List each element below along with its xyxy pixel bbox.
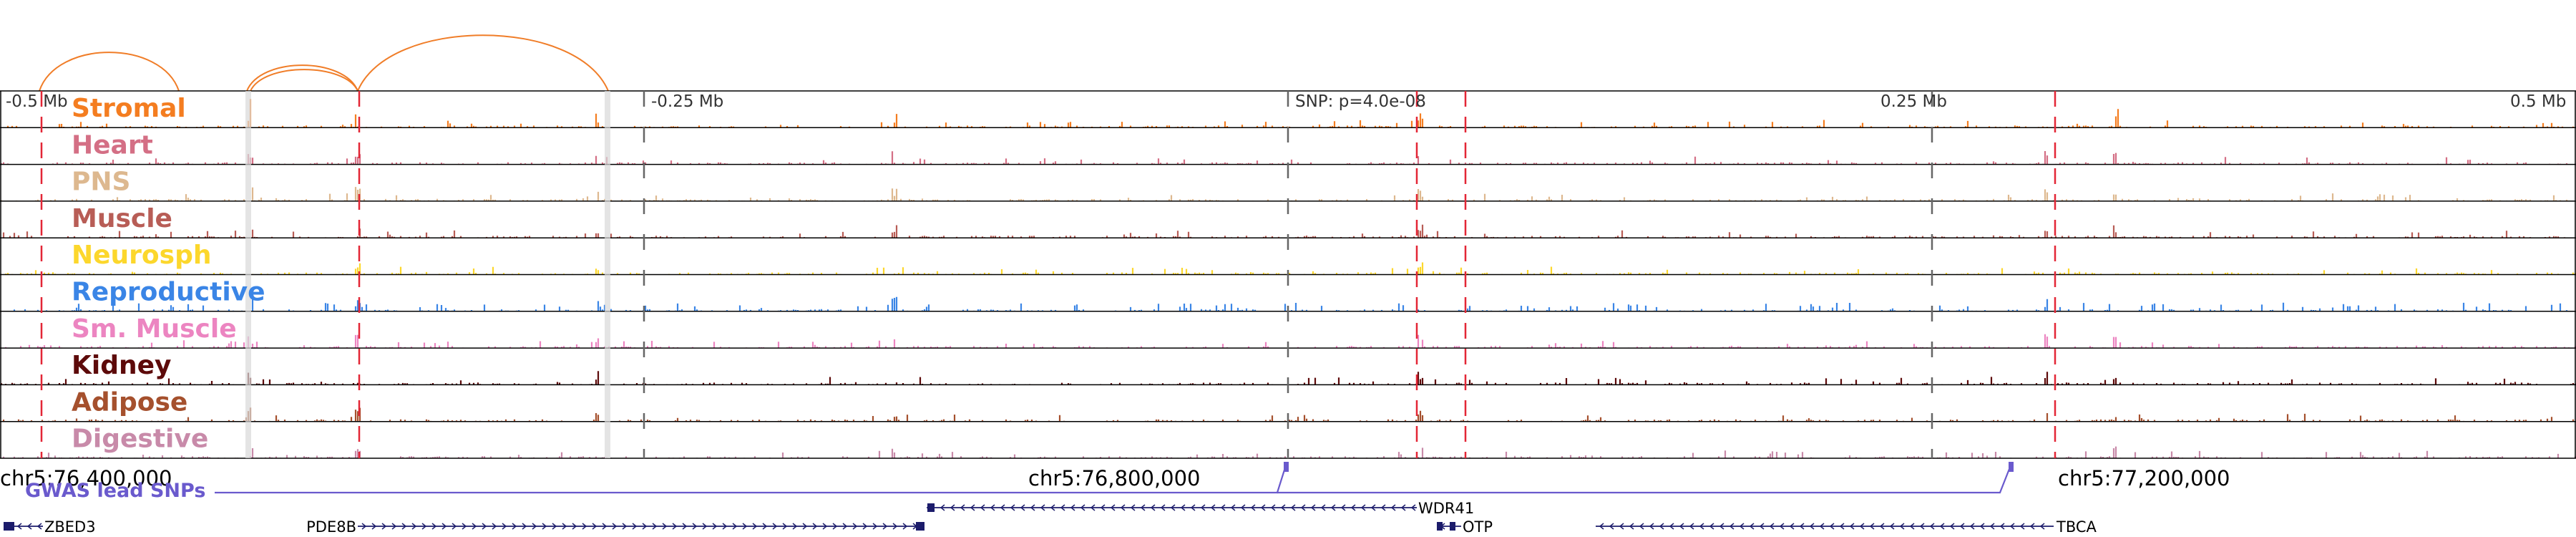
gene-exon <box>4 522 14 531</box>
gwas-snp-track: GWAS lead SNPs <box>25 462 2014 502</box>
track-label: Reproductive <box>72 278 265 307</box>
signal-bars <box>0 187 2568 201</box>
track-label: Adipose <box>72 387 187 417</box>
gene-label: ZBED3 <box>44 518 96 536</box>
scale-axis: -0.5 Mb -0.25 Mb SNP: p=4.0e-08 0.25 Mb 0.5 … <box>0 92 2566 490</box>
gene-tbca: TBCA <box>1596 518 2097 536</box>
track-label: Muscle <box>72 204 172 233</box>
gene-exon <box>1437 522 1443 531</box>
signal-bars <box>6 99 2575 128</box>
signal-bars <box>4 334 2576 349</box>
gene-label: WDR41 <box>1418 500 1474 517</box>
gene-wdr41: WDR41 <box>927 500 1474 517</box>
scale-label: SNP: p=4.0e-08 <box>1295 92 1426 111</box>
track-heart <box>0 151 2576 165</box>
loop-arc <box>39 52 180 92</box>
highlight-region <box>245 91 251 458</box>
snp-mark <box>1284 462 1289 472</box>
gene-exon <box>927 503 935 512</box>
coord-label: chr5:76,400,000 <box>0 466 172 490</box>
scale-label: 0.25 Mb <box>1880 92 1947 111</box>
strand-arrows <box>1599 523 2045 530</box>
gene-label: PDE8B <box>306 518 356 536</box>
coord-label: chr5:77,200,000 <box>2058 466 2230 490</box>
loop-arc <box>250 69 358 92</box>
track-label: Neurosph <box>72 241 212 270</box>
track-label: Digestive <box>72 425 208 454</box>
chromatin-loops <box>39 34 609 92</box>
snp-connector <box>1277 465 2012 494</box>
scale-label: -0.25 Mb <box>651 92 723 111</box>
track-digestive <box>0 446 2576 459</box>
track-label: Kidney <box>72 351 172 380</box>
snp-track-label: GWAS lead SNPs <box>25 480 205 502</box>
strand-arrows <box>361 523 918 530</box>
scale-label: 0.5 Mb <box>2510 92 2566 111</box>
signal-bars <box>2 224 2566 238</box>
track-labels: Stromal Heart PNS Muscle Neurosph Reproductiv… <box>72 94 265 454</box>
snp-mark <box>2009 462 2014 472</box>
track-label: Heart <box>72 130 153 160</box>
highlight-region <box>605 91 610 458</box>
marker-lines <box>40 91 2057 458</box>
signal-bars <box>2 446 2576 458</box>
loop-arc <box>246 64 358 92</box>
loop-arc <box>357 34 609 92</box>
gene-otp: OTP <box>1437 518 1493 536</box>
signal-bars <box>0 151 2576 165</box>
coord-label: chr5:76,800,000 <box>1028 466 1201 490</box>
gene-exon <box>1450 522 1455 531</box>
track-label: Sm. Muscle <box>72 314 237 344</box>
gene-zbed3: ZBED3 <box>4 518 96 536</box>
track-label: Stromal <box>72 94 186 123</box>
scale-label: -0.5 Mb <box>6 92 68 111</box>
gene-label: OTP <box>1463 518 1493 536</box>
track-label: PNS <box>72 168 130 197</box>
gene-label: TBCA <box>2056 518 2097 536</box>
gene-pde8b: PDE8B <box>306 518 924 536</box>
signal-bars <box>0 296 2568 311</box>
gene-exon <box>916 522 924 531</box>
